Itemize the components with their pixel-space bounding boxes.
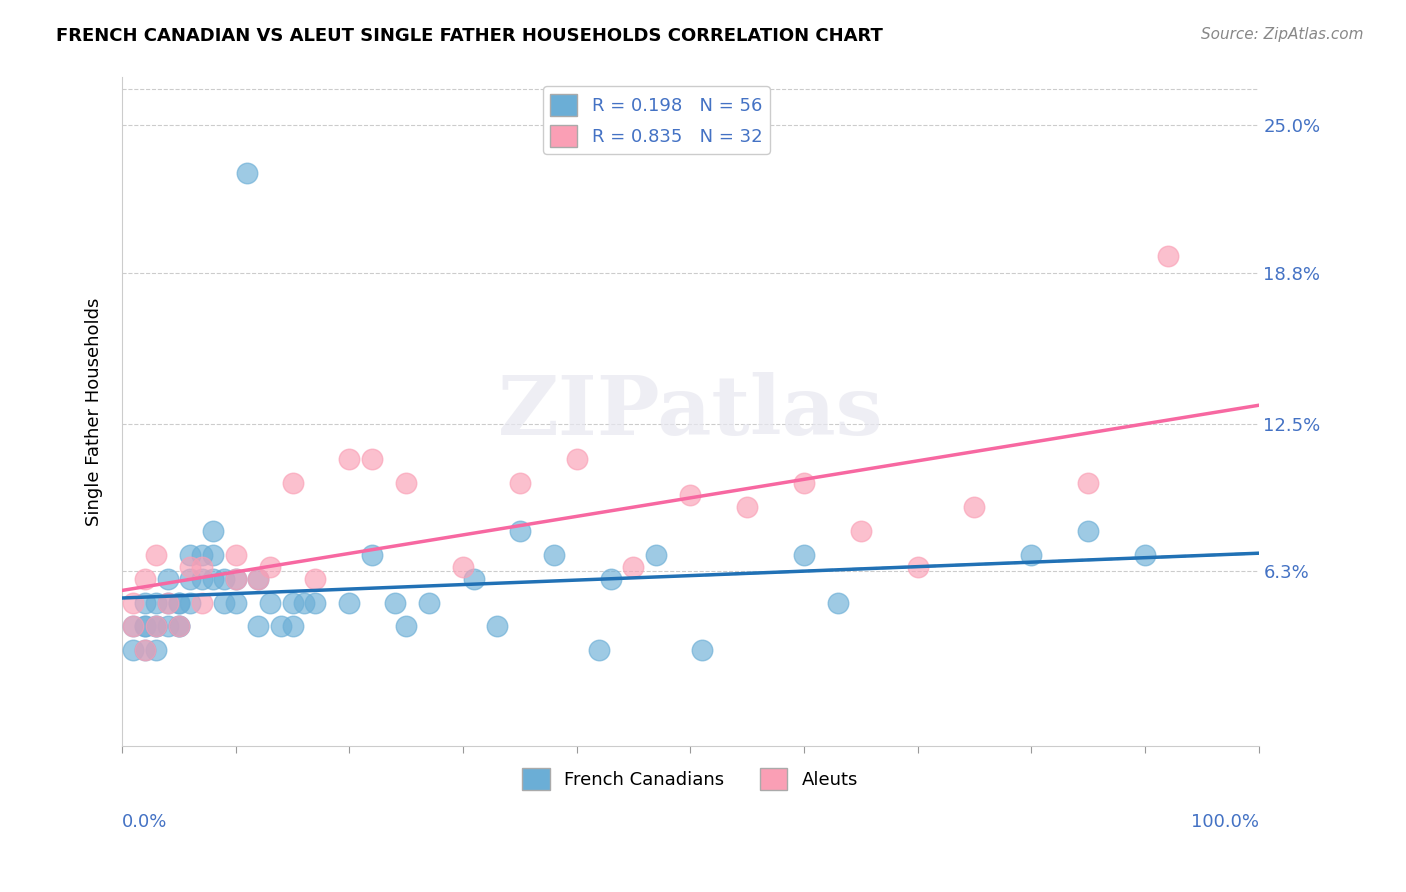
Point — [134, 619, 156, 633]
Point — [214, 595, 236, 609]
Point — [190, 548, 212, 562]
Point — [247, 619, 270, 633]
Point — [122, 643, 145, 657]
Point — [134, 572, 156, 586]
Point — [735, 500, 758, 514]
Point — [395, 476, 418, 491]
Point — [645, 548, 668, 562]
Point — [963, 500, 986, 514]
Point — [179, 559, 201, 574]
Point — [1019, 548, 1042, 562]
Text: 0.0%: 0.0% — [122, 813, 167, 830]
Point — [145, 619, 167, 633]
Text: Source: ZipAtlas.com: Source: ZipAtlas.com — [1201, 27, 1364, 42]
Point — [793, 548, 815, 562]
Point — [167, 619, 190, 633]
Point — [156, 619, 179, 633]
Point — [134, 619, 156, 633]
Point — [281, 619, 304, 633]
Point — [225, 572, 247, 586]
Point — [270, 619, 292, 633]
Point — [179, 572, 201, 586]
Point — [190, 572, 212, 586]
Point — [304, 595, 326, 609]
Point — [304, 572, 326, 586]
Point — [145, 619, 167, 633]
Point — [690, 643, 713, 657]
Point — [156, 595, 179, 609]
Point — [134, 595, 156, 609]
Point — [122, 619, 145, 633]
Point — [190, 559, 212, 574]
Point — [134, 643, 156, 657]
Point — [167, 619, 190, 633]
Point — [201, 572, 224, 586]
Point — [214, 572, 236, 586]
Point — [156, 572, 179, 586]
Y-axis label: Single Father Households: Single Father Households — [86, 297, 103, 525]
Point — [395, 619, 418, 633]
Point — [190, 595, 212, 609]
Point — [1133, 548, 1156, 562]
Point — [543, 548, 565, 562]
Point — [907, 559, 929, 574]
Text: ZIPatlas: ZIPatlas — [498, 372, 883, 451]
Point — [247, 572, 270, 586]
Point — [337, 595, 360, 609]
Point — [599, 572, 621, 586]
Point — [201, 524, 224, 538]
Text: 100.0%: 100.0% — [1191, 813, 1258, 830]
Point — [122, 619, 145, 633]
Point — [623, 559, 645, 574]
Point — [259, 559, 281, 574]
Point — [225, 572, 247, 586]
Point — [1077, 476, 1099, 491]
Legend: R = 0.198   N = 56, R = 0.835   N = 32: R = 0.198 N = 56, R = 0.835 N = 32 — [543, 87, 769, 154]
Point — [145, 643, 167, 657]
Point — [179, 548, 201, 562]
Point — [167, 619, 190, 633]
Point — [509, 476, 531, 491]
Point — [463, 572, 485, 586]
Point — [1077, 524, 1099, 538]
Point — [156, 595, 179, 609]
Point — [337, 452, 360, 467]
Point — [827, 595, 849, 609]
Point — [793, 476, 815, 491]
Point — [145, 595, 167, 609]
Text: FRENCH CANADIAN VS ALEUT SINGLE FATHER HOUSEHOLDS CORRELATION CHART: FRENCH CANADIAN VS ALEUT SINGLE FATHER H… — [56, 27, 883, 45]
Point — [122, 595, 145, 609]
Point — [167, 595, 190, 609]
Point — [145, 619, 167, 633]
Point — [679, 488, 702, 502]
Point — [179, 595, 201, 609]
Point — [1156, 249, 1178, 263]
Point — [201, 548, 224, 562]
Point — [849, 524, 872, 538]
Point — [588, 643, 610, 657]
Point — [361, 452, 384, 467]
Point — [451, 559, 474, 574]
Point — [486, 619, 509, 633]
Point — [259, 595, 281, 609]
Point — [225, 548, 247, 562]
Point — [418, 595, 440, 609]
Point — [509, 524, 531, 538]
Point — [167, 595, 190, 609]
Point — [225, 595, 247, 609]
Point — [281, 595, 304, 609]
Point — [145, 548, 167, 562]
Point — [384, 595, 406, 609]
Point — [134, 643, 156, 657]
Point — [236, 166, 259, 180]
Point — [281, 476, 304, 491]
Point — [247, 572, 270, 586]
Point — [292, 595, 315, 609]
Point — [565, 452, 588, 467]
Point — [361, 548, 384, 562]
